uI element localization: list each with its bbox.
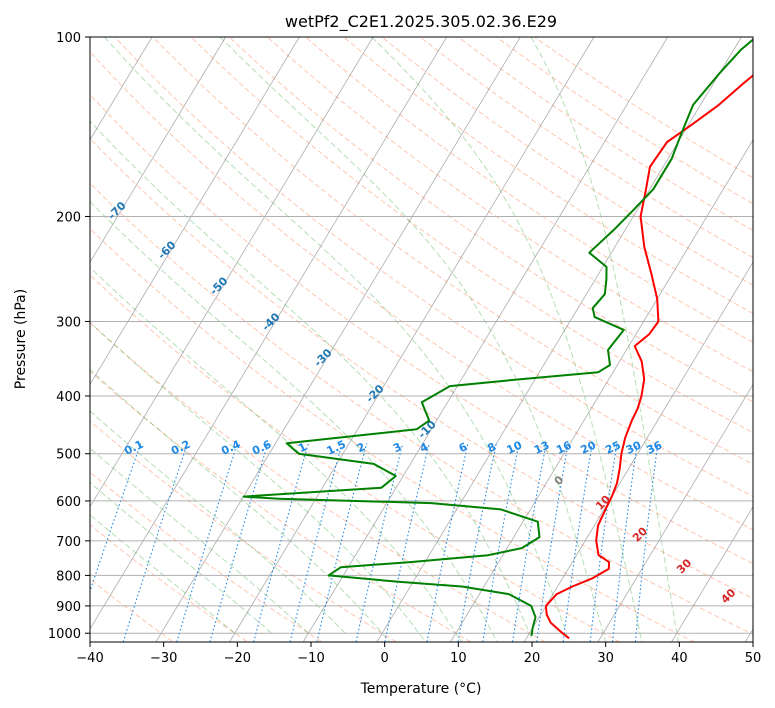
x-tick-label: 30	[597, 651, 614, 666]
x-tick-label: 10	[450, 651, 467, 666]
dry-adiabat	[90, 322, 547, 642]
isotherm-line	[0, 37, 78, 646]
mixing-ratio-line	[90, 443, 142, 593]
moist-adiabat	[90, 410, 346, 634]
mixing-ratio-line	[482, 443, 520, 642]
mixing-ratio-line	[612, 443, 638, 642]
isotherm-line	[90, 37, 374, 508]
moist-adiabat	[104, 37, 570, 642]
dry-adiabat	[90, 51, 753, 531]
x-tick-label: 50	[745, 651, 762, 666]
moist-adiabat	[90, 514, 236, 634]
isotherm-line	[597, 383, 753, 642]
x-tick-label: −30	[150, 651, 177, 666]
mixing-ratio-label: 10	[505, 438, 525, 456]
y-tick-label: 100	[56, 31, 81, 46]
dry-adiabat	[114, 37, 753, 498]
mixing-ratio-line	[209, 443, 269, 642]
y-tick-label: 800	[56, 569, 81, 584]
dry-adiabat	[267, 37, 753, 373]
x-tick-label: −40	[76, 651, 103, 666]
chart-title: wetPf2_C2E1.2025.305.02.36.E29	[285, 12, 557, 32]
mixing-ratio-line	[589, 443, 618, 642]
axis-ticks: −40 −30 −20 −10 0 10 20 30 40 50 100 200 300 400 500 60…	[48, 31, 761, 666]
x-tick-label: 40	[671, 651, 688, 666]
mixing-ratio-label: 16	[554, 438, 574, 456]
isotherm-label: -100	[0, 20, 17, 49]
dry-adiabat	[90, 228, 696, 642]
plot-frame	[89, 36, 754, 643]
y-axis-label: Pressure (hPa)	[13, 289, 29, 389]
isotherm-line	[90, 37, 448, 630]
moist-adiabat	[90, 200, 498, 642]
isotherm-line	[90, 37, 227, 263]
dry-adiabat	[90, 524, 249, 642]
mixing-ratio-line	[253, 443, 310, 642]
x-tick-label: −10	[297, 651, 324, 666]
mixing-ratio-label: 30	[624, 438, 644, 456]
isotherm-line	[155, 37, 521, 642]
dry-adiabat	[228, 37, 753, 403]
moist-adiabat	[530, 37, 679, 642]
moist-adiabat	[219, 37, 607, 642]
mixing-ratio-label: 20	[579, 438, 599, 456]
moist-adiabat	[90, 266, 462, 642]
x-tick-label: 20	[524, 651, 541, 666]
mixing-ratio-label: 36	[645, 438, 665, 456]
isotherm-label: -80	[60, 152, 83, 175]
isotherm-label: -90	[20, 96, 43, 119]
profile-series	[242, 38, 753, 640]
isotherm-line	[450, 139, 753, 642]
isotherm-line	[523, 261, 753, 642]
dry-adiabat	[90, 137, 753, 600]
y-tick-label: 300	[56, 315, 81, 330]
mixing-ratio-line	[384, 443, 430, 642]
moist-adiabat	[90, 120, 534, 642]
dry-adiabat	[90, 182, 753, 636]
mixing-ratio-line	[536, 443, 569, 642]
y-tick-label: 900	[56, 600, 81, 615]
moist-adiabat	[90, 368, 391, 642]
isotherm-line	[90, 37, 300, 386]
y-tick-label: 600	[56, 495, 81, 510]
isotherm-line	[90, 37, 153, 141]
y-tick-label: 1000	[48, 627, 81, 642]
x-axis-label: Temperature (°C)	[360, 681, 482, 697]
y-tick-label: 700	[56, 535, 81, 550]
y-tick-label: 500	[56, 448, 81, 463]
mixing-ratio-line	[634, 443, 659, 642]
mixing-ratio-line	[512, 443, 547, 642]
mixing-ratio-label: 13	[532, 439, 551, 457]
x-tick-label: −20	[224, 651, 251, 666]
x-tick-label: 0	[381, 651, 389, 666]
dry-adiabat	[90, 471, 323, 642]
background-lines	[0, 37, 753, 646]
isotherm-line	[302, 37, 669, 642]
moist-adiabat	[90, 447, 309, 634]
y-tick-label: 200	[56, 210, 81, 225]
isotherm-line	[229, 37, 595, 642]
isotherm-line	[671, 506, 753, 642]
moist-adiabat	[90, 321, 427, 642]
mixing-ratio-line	[457, 443, 497, 642]
mixing-ratio-line	[562, 443, 593, 642]
dry-adiabat	[90, 370, 472, 642]
mixing-ratio-line	[289, 443, 343, 642]
temperature-profile-line	[544, 74, 753, 640]
plot-area	[90, 37, 753, 642]
isotherm-line	[0, 37, 5, 646]
y-tick-label: 400	[56, 390, 81, 405]
mixing-ratio-label: 25	[603, 439, 622, 457]
moist-adiabat	[90, 481, 272, 634]
mixing-ratio-line	[426, 443, 469, 642]
dewpoint-profile-line	[242, 38, 753, 636]
